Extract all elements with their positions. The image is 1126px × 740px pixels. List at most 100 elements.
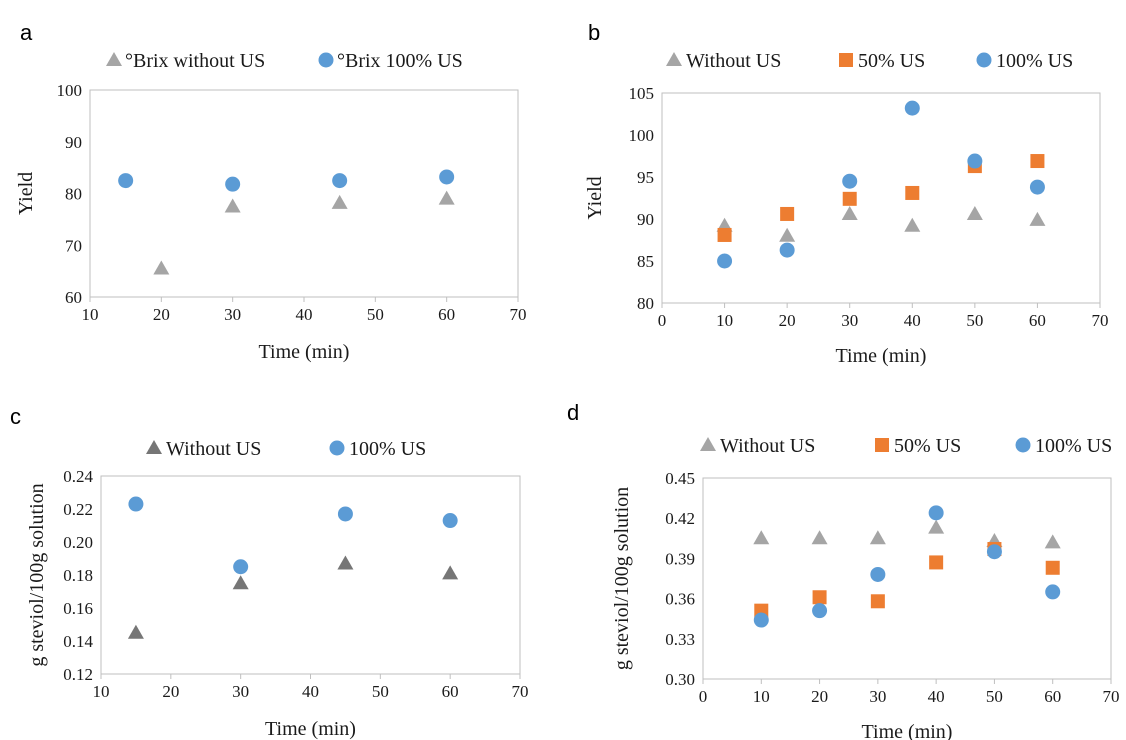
data-point [337,506,353,522]
x-tick-label: 60 [438,305,455,324]
data-point [928,505,944,521]
series-100pct-us [753,505,1061,628]
panel-label-c: c [10,404,21,429]
data-point [127,624,144,639]
x-tick-label: 70 [1103,687,1120,706]
y-tick-label: 0.16 [63,599,93,618]
data-point [812,590,827,605]
data-point [753,612,769,628]
x-tick-label: 70 [512,682,529,701]
x-tick-label: 60 [442,682,459,701]
y-tick-label: 0.24 [63,467,93,486]
legend-label-100pct-us: 100% US [1035,435,1112,457]
data-point [811,530,828,545]
data-point [904,217,921,232]
x-tick-label: 50 [372,682,389,701]
data-point [1045,584,1061,600]
plot-area-frame [89,89,519,298]
data-point [870,594,885,609]
x-axis-title: Time (min) [836,345,927,367]
legend: °Brix without US °Brix 100% US [106,50,463,72]
x-tick-label: 20 [153,305,170,324]
x-tick-label: 30 [224,305,241,324]
x-axis-title: Time (min) [862,721,953,740]
x-tick-label: 20 [811,687,828,706]
y-tick-label: 0.14 [63,632,93,651]
legend-marker-without-us [146,440,162,454]
data-point [224,198,241,213]
data-point [842,191,857,206]
x-tick-label: 10 [93,682,110,701]
data-point [442,565,459,580]
legend: Without US 50% US 100% US [666,50,1073,72]
x-tick-label: 30 [841,311,858,330]
data-point [128,496,144,512]
legend-marker-100pct-us [1015,437,1031,453]
x-tick-label: 70 [510,305,527,324]
panel-label-d: d [567,400,579,425]
series-without-us [716,205,1046,242]
y-tick-label: 90 [65,133,82,152]
data-point [1029,179,1045,195]
x-axis-title: Time (min) [259,341,350,363]
y-tick-label: 90 [637,210,654,229]
chart-panel-d: 0 10 20 30 40 50 60 70 0.30 0.33 0.36 0.39 0.42 0.45 T… [611,435,1120,740]
data-point [717,227,732,242]
x-tick-label: 60 [1029,311,1046,330]
y-tick-label: 85 [637,252,654,271]
y-tick-label: 70 [65,236,82,255]
legend-marker-without-us [700,437,716,451]
legend-marker-without-us [666,52,682,66]
series-brix-without-us [153,190,455,275]
x-tick-label: 40 [302,682,319,701]
x-tick-label: 30 [232,682,249,701]
legend-label-without-us: Without US [686,50,781,72]
y-tick-label: 0.33 [665,630,695,649]
series-50pct-us [754,542,1060,618]
data-point [337,555,354,570]
y-axis-title: Yield [584,176,606,219]
legend: Without US 100% US [146,438,426,460]
x-tick-label: 10 [716,311,733,330]
y-tick-label: 0.12 [63,665,93,684]
y-tick-label: 0.30 [665,670,695,689]
x-tick-label: 20 [162,682,179,701]
chart-panel-c: 10 20 30 40 50 60 70 0.12 0.14 0.16 0.18 0.20 0.22 0.… [26,438,529,740]
x-tick-label: 0 [699,687,708,706]
data-point [118,173,134,189]
data-point [332,173,348,189]
y-tick-label: 0.45 [665,469,695,488]
legend-label-100pct-us: 100% US [996,50,1073,72]
x-tick-label: 50 [966,311,983,330]
data-point [779,227,796,242]
y-tick-label: 0.36 [665,590,695,609]
data-point [225,176,241,192]
legend-marker-100pct-us [976,52,992,68]
x-axis-title: Time (min) [265,718,356,740]
data-point [870,566,886,582]
data-point [869,530,886,545]
legend-label-brix-without-us: °Brix without US [125,50,265,72]
data-point [929,555,944,570]
y-tick-label: 105 [629,84,655,103]
x-tick-label: 50 [367,305,384,324]
data-point [233,559,249,575]
series-100pct-us [128,496,458,575]
data-point [904,100,920,116]
legend-label-50pct-us: 50% US [894,435,961,457]
data-point [967,153,983,169]
y-tick-label: 100 [57,81,83,100]
data-point [986,544,1002,560]
y-tick-label: 60 [65,288,82,307]
y-tick-label: 100 [629,126,655,145]
x-tick-label: 40 [928,687,945,706]
legend-marker-brix-without-us [106,52,122,66]
x-tick-label: 10 [753,687,770,706]
data-point [232,575,249,590]
data-point [442,513,458,529]
x-tick-label: 70 [1092,311,1109,330]
panel-label-b: b [588,20,600,45]
y-tick-label: 0.42 [665,509,695,528]
data-point [717,253,733,269]
data-point [331,194,348,209]
